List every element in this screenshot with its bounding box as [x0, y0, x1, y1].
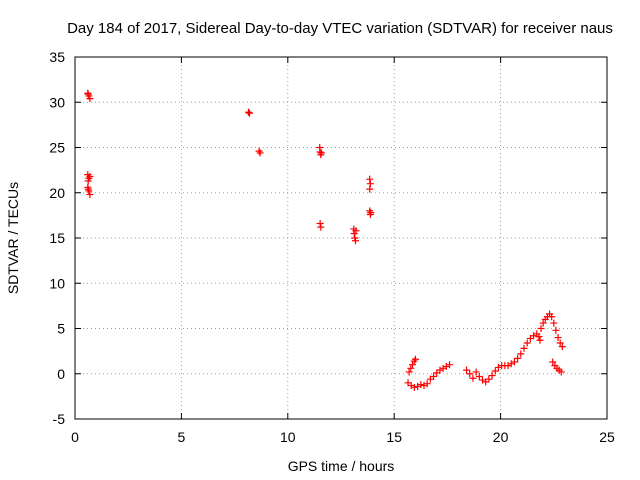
data-point — [517, 350, 525, 358]
data-point — [539, 319, 547, 327]
data-point — [420, 382, 428, 390]
x-tick-label: 5 — [178, 429, 186, 445]
y-tick-label: 30 — [49, 94, 65, 110]
y-tick-label: 25 — [49, 140, 65, 156]
data-point — [411, 355, 419, 363]
x-tick-label: 25 — [599, 429, 615, 445]
data-point — [446, 361, 454, 369]
data-point — [256, 149, 264, 157]
data-point — [535, 333, 543, 341]
data-point — [514, 354, 522, 362]
chart-title: Day 184 of 2017, Sidereal Day-to-day VTE… — [67, 20, 613, 37]
data-point — [507, 360, 515, 368]
data-point — [414, 382, 422, 390]
data-point — [84, 185, 92, 193]
data-point — [366, 180, 374, 188]
data-point — [317, 149, 325, 157]
data-point — [485, 375, 493, 383]
data-point — [409, 361, 417, 369]
data-point — [536, 336, 544, 344]
data-point — [317, 223, 325, 231]
data-point — [552, 326, 560, 334]
data-point — [351, 237, 359, 245]
data-point — [549, 358, 557, 366]
x-tick-label: 15 — [386, 429, 402, 445]
data-point — [86, 172, 94, 180]
data-point — [407, 364, 415, 372]
x-tick-label: 0 — [71, 429, 79, 445]
data-point — [463, 366, 471, 374]
y-axis-label: SDTVAR / TECUs — [5, 182, 21, 294]
data-point — [366, 207, 374, 215]
axis-ticks: 0 5 10 15 20 25 -5 0 5 10 15 20 25 30 35 — [49, 49, 615, 445]
x-axis-label: GPS time / hours — [288, 458, 395, 474]
data-point — [558, 343, 566, 351]
data-point — [367, 209, 375, 217]
data-point — [410, 383, 418, 391]
data-point — [554, 334, 562, 342]
data-point — [417, 381, 425, 389]
x-tick-label: 10 — [280, 429, 296, 445]
data-point — [472, 368, 480, 376]
data-point — [469, 374, 477, 382]
data-point — [550, 319, 558, 327]
data-point — [405, 368, 413, 376]
data-point — [255, 147, 263, 155]
y-tick-label: 15 — [49, 230, 65, 246]
data-point — [439, 364, 447, 372]
y-tick-label: 35 — [49, 49, 65, 65]
data-point — [475, 372, 483, 380]
data-point — [366, 175, 374, 183]
y-tick-label: 5 — [57, 321, 65, 337]
data-point — [510, 358, 518, 366]
y-tick-label: 10 — [49, 275, 65, 291]
data-point — [366, 185, 374, 193]
data-point — [244, 108, 252, 116]
data-point — [479, 376, 487, 384]
data-point — [86, 95, 94, 103]
data-point — [466, 370, 474, 378]
data-points — [84, 89, 566, 391]
data-point — [316, 220, 324, 228]
data-point — [523, 339, 531, 347]
y-tick-label: 20 — [49, 185, 65, 201]
data-point — [245, 109, 253, 117]
data-point — [85, 187, 93, 195]
y-tick-label: -5 — [53, 411, 66, 427]
data-point — [557, 368, 565, 376]
data-point — [84, 177, 92, 185]
data-point — [548, 313, 556, 321]
data-point — [504, 362, 512, 370]
data-point — [442, 363, 450, 371]
data-point — [410, 357, 418, 365]
data-point — [556, 339, 564, 347]
data-point — [491, 367, 499, 375]
data-point — [86, 191, 94, 199]
data-point — [520, 344, 528, 352]
x-tick-label: 20 — [493, 429, 509, 445]
data-point — [423, 380, 431, 388]
data-point — [352, 227, 360, 235]
grid-lines — [75, 57, 607, 419]
data-point — [488, 372, 496, 380]
data-point — [537, 325, 545, 332]
data-point — [84, 90, 92, 98]
data-point — [430, 372, 438, 380]
y-tick-label: 0 — [57, 366, 65, 382]
